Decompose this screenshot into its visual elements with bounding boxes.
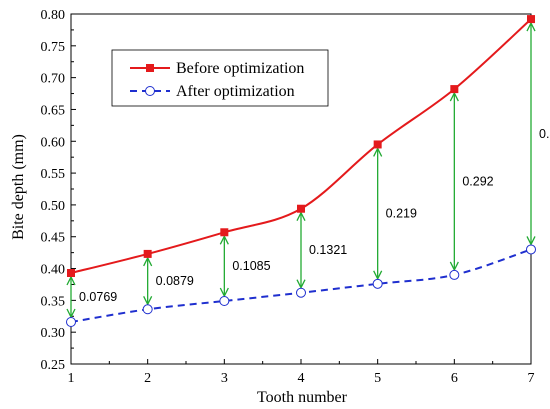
x-tick-label: 1 [68, 371, 75, 386]
y-tick-label: 0.30 [41, 326, 66, 341]
y-tick-label: 0.65 [41, 103, 66, 118]
difference-label: 0.3623 [539, 127, 550, 141]
y-tick-label: 0.80 [41, 8, 66, 23]
x-tick-label: 7 [528, 371, 535, 386]
difference-label: 0.1321 [309, 243, 347, 257]
data-point-after [142, 304, 153, 315]
data-point-before [373, 140, 382, 149]
x-tick-label: 4 [298, 371, 305, 386]
data-point-before [67, 269, 75, 277]
x-tick-label: 3 [221, 371, 228, 386]
data-point-after [449, 269, 460, 280]
data-point-before [297, 204, 305, 213]
x-tick-label: 5 [374, 371, 381, 386]
legend-marker-before [146, 64, 154, 72]
data-point-after [372, 278, 383, 289]
data-point-after [66, 317, 76, 327]
data-point-after [219, 296, 230, 306]
y-tick-label: 0.25 [41, 358, 66, 373]
y-axis-title: Bite depth (mm) [10, 134, 27, 240]
y-tick-label: 0.40 [41, 263, 66, 278]
y-tick-label: 0.35 [41, 294, 66, 309]
legend-box [111, 49, 329, 107]
x-axis-title: Tooth number [257, 389, 348, 406]
difference-label: 0.1085 [232, 259, 270, 273]
legend: Before optimization After optimization [111, 49, 329, 107]
y-tick-label: 0.60 [41, 135, 66, 150]
data-point-after [296, 287, 306, 298]
data-point-after [526, 244, 536, 255]
series-lines [66, 15, 536, 327]
y-tick-label: 0.55 [41, 167, 66, 182]
data-point-before [450, 85, 459, 94]
data-point-before [220, 228, 229, 237]
y-tick-label: 0.45 [41, 231, 66, 246]
difference-arrow-head-up [526, 21, 536, 32]
y-tick-label: 0.75 [41, 40, 66, 55]
y-tick-label: 0.70 [41, 72, 66, 87]
y-tick-label: 0.50 [41, 199, 66, 214]
difference-label: 0.0769 [79, 290, 117, 304]
difference-arrows: 0.0769 0.0879 0.1085 0.1321 0.219 0.292 0.3623 [66, 21, 550, 319]
axes: 0.25 0.30 0.35 0.40 0.45 0.50 0.55 0.60 0.65 0.70… [41, 8, 535, 386]
data-point-before [527, 15, 535, 24]
x-tick-label: 2 [144, 371, 151, 386]
x-tick-label: 6 [451, 371, 458, 386]
data-point-before [143, 249, 152, 258]
difference-label: 0.292 [462, 175, 493, 189]
legend-label-before: Before optimization [176, 60, 304, 77]
difference-label: 0.0879 [156, 274, 194, 288]
legend-label-after: After optimization [176, 83, 295, 100]
difference-label: 0.219 [386, 207, 417, 221]
legend-marker-after [145, 86, 155, 96]
